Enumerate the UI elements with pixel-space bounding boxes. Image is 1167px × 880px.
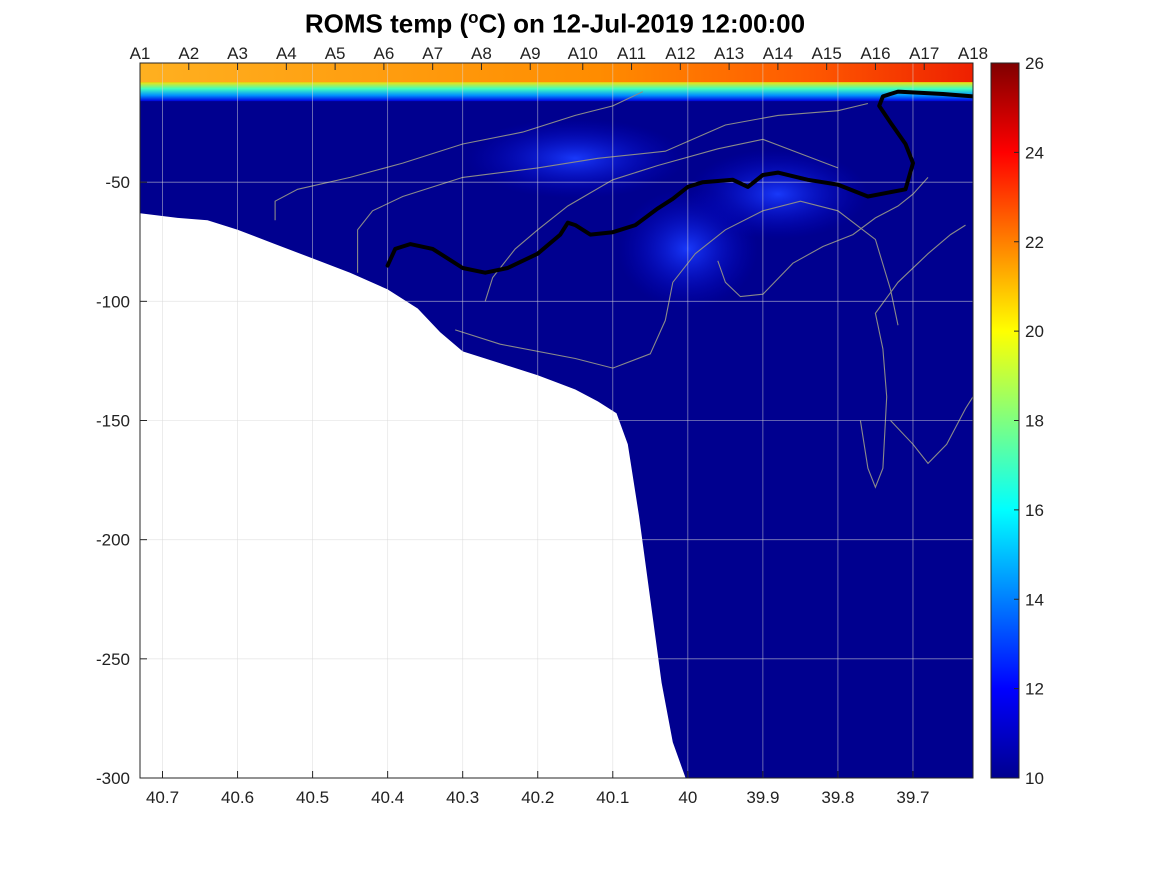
y-tick-label: -300 bbox=[96, 769, 130, 788]
station-label: A12 bbox=[665, 44, 695, 63]
thin-contour-line bbox=[357, 102, 869, 273]
colorbar-tick-label: 22 bbox=[1025, 233, 1044, 252]
thin-contour-line bbox=[890, 396, 973, 465]
y-tick-label: -50 bbox=[105, 173, 130, 192]
y-tick-label: -200 bbox=[96, 531, 130, 550]
title-degree-superscript: o bbox=[468, 8, 479, 27]
station-label: A14 bbox=[763, 44, 793, 63]
seafloor-mask bbox=[140, 213, 686, 778]
highlight-contour-line bbox=[385, 89, 973, 275]
warm-blob-east bbox=[687, 149, 868, 240]
station-label: A2 bbox=[178, 44, 199, 63]
x-tick-label: 40.4 bbox=[371, 788, 404, 807]
station-label: A16 bbox=[860, 44, 890, 63]
x-tick-label: 40.1 bbox=[596, 788, 629, 807]
station-label: A10 bbox=[568, 44, 598, 63]
station-label: A8 bbox=[471, 44, 492, 63]
colorbar-tick-label: 14 bbox=[1025, 590, 1044, 609]
thin-contour-line bbox=[455, 200, 899, 369]
station-label: A1 bbox=[130, 44, 151, 63]
title-prefix: ROMS temp ( bbox=[304, 8, 469, 39]
thermocline-band bbox=[140, 82, 973, 102]
thin-contour-line bbox=[859, 224, 966, 489]
surface-warm-layer bbox=[140, 63, 973, 83]
station-label: A9 bbox=[520, 44, 541, 63]
station-label: A13 bbox=[714, 44, 744, 63]
station-label: A17 bbox=[909, 44, 939, 63]
y-tick-label: -250 bbox=[96, 650, 130, 669]
warm-blob-west bbox=[465, 118, 686, 199]
colorbar-tick-label: 12 bbox=[1025, 680, 1044, 699]
axes: 40.7 40.6 40.5 40.4 40.3 40.2 40.1 40 39.9 39.8 39… bbox=[96, 44, 988, 807]
colorbar-tick-label: 24 bbox=[1025, 143, 1044, 162]
x-tick-label: 39.7 bbox=[896, 788, 929, 807]
title-datetime: 12-Jul-2019 12:00:00 bbox=[552, 8, 806, 39]
colorbar-tick-label: 18 bbox=[1025, 412, 1044, 431]
station-label: A3 bbox=[227, 44, 248, 63]
y-tick-label: -150 bbox=[96, 412, 130, 431]
x-tick-label: 40.5 bbox=[296, 788, 329, 807]
thin-contour-line bbox=[274, 91, 644, 221]
station-label: A4 bbox=[276, 44, 297, 63]
y-tick-label: -100 bbox=[96, 292, 130, 311]
station-label: A15 bbox=[812, 44, 842, 63]
gridlines bbox=[140, 63, 973, 779]
colorbar: 10 12 14 16 18 20 22 24 26 bbox=[990, 54, 1044, 788]
thin-contour-line bbox=[717, 177, 929, 298]
x-tick-label: 40 bbox=[678, 788, 697, 807]
station-label: A5 bbox=[325, 44, 346, 63]
x-tick-label: 39.9 bbox=[746, 788, 779, 807]
colorbar-tick-label: 20 bbox=[1025, 322, 1044, 341]
x-tick-label: 40.6 bbox=[221, 788, 254, 807]
x-tick-label: 40.2 bbox=[521, 788, 554, 807]
bathymetry-layer bbox=[140, 213, 686, 778]
x-tick-label: 40.3 bbox=[446, 788, 479, 807]
colorbar-tick-label: 16 bbox=[1025, 501, 1044, 520]
x-tick-label: 40.7 bbox=[146, 788, 179, 807]
chart-title: ROMS temp (oC) on 12-Jul-2019 12:00:00 bbox=[0, 8, 1110, 40]
colorbar-tick-label: 26 bbox=[1025, 54, 1044, 73]
colorbar-tick-label: 10 bbox=[1025, 769, 1044, 788]
station-label: A6 bbox=[373, 44, 394, 63]
x-tick-label: 39.8 bbox=[821, 788, 854, 807]
station-label: A11 bbox=[617, 44, 646, 63]
station-label: A7 bbox=[422, 44, 443, 63]
title-unit-suffix: C) on bbox=[478, 8, 553, 39]
highlight-contour-layer bbox=[385, 89, 973, 275]
station-label: A18 bbox=[958, 44, 988, 63]
